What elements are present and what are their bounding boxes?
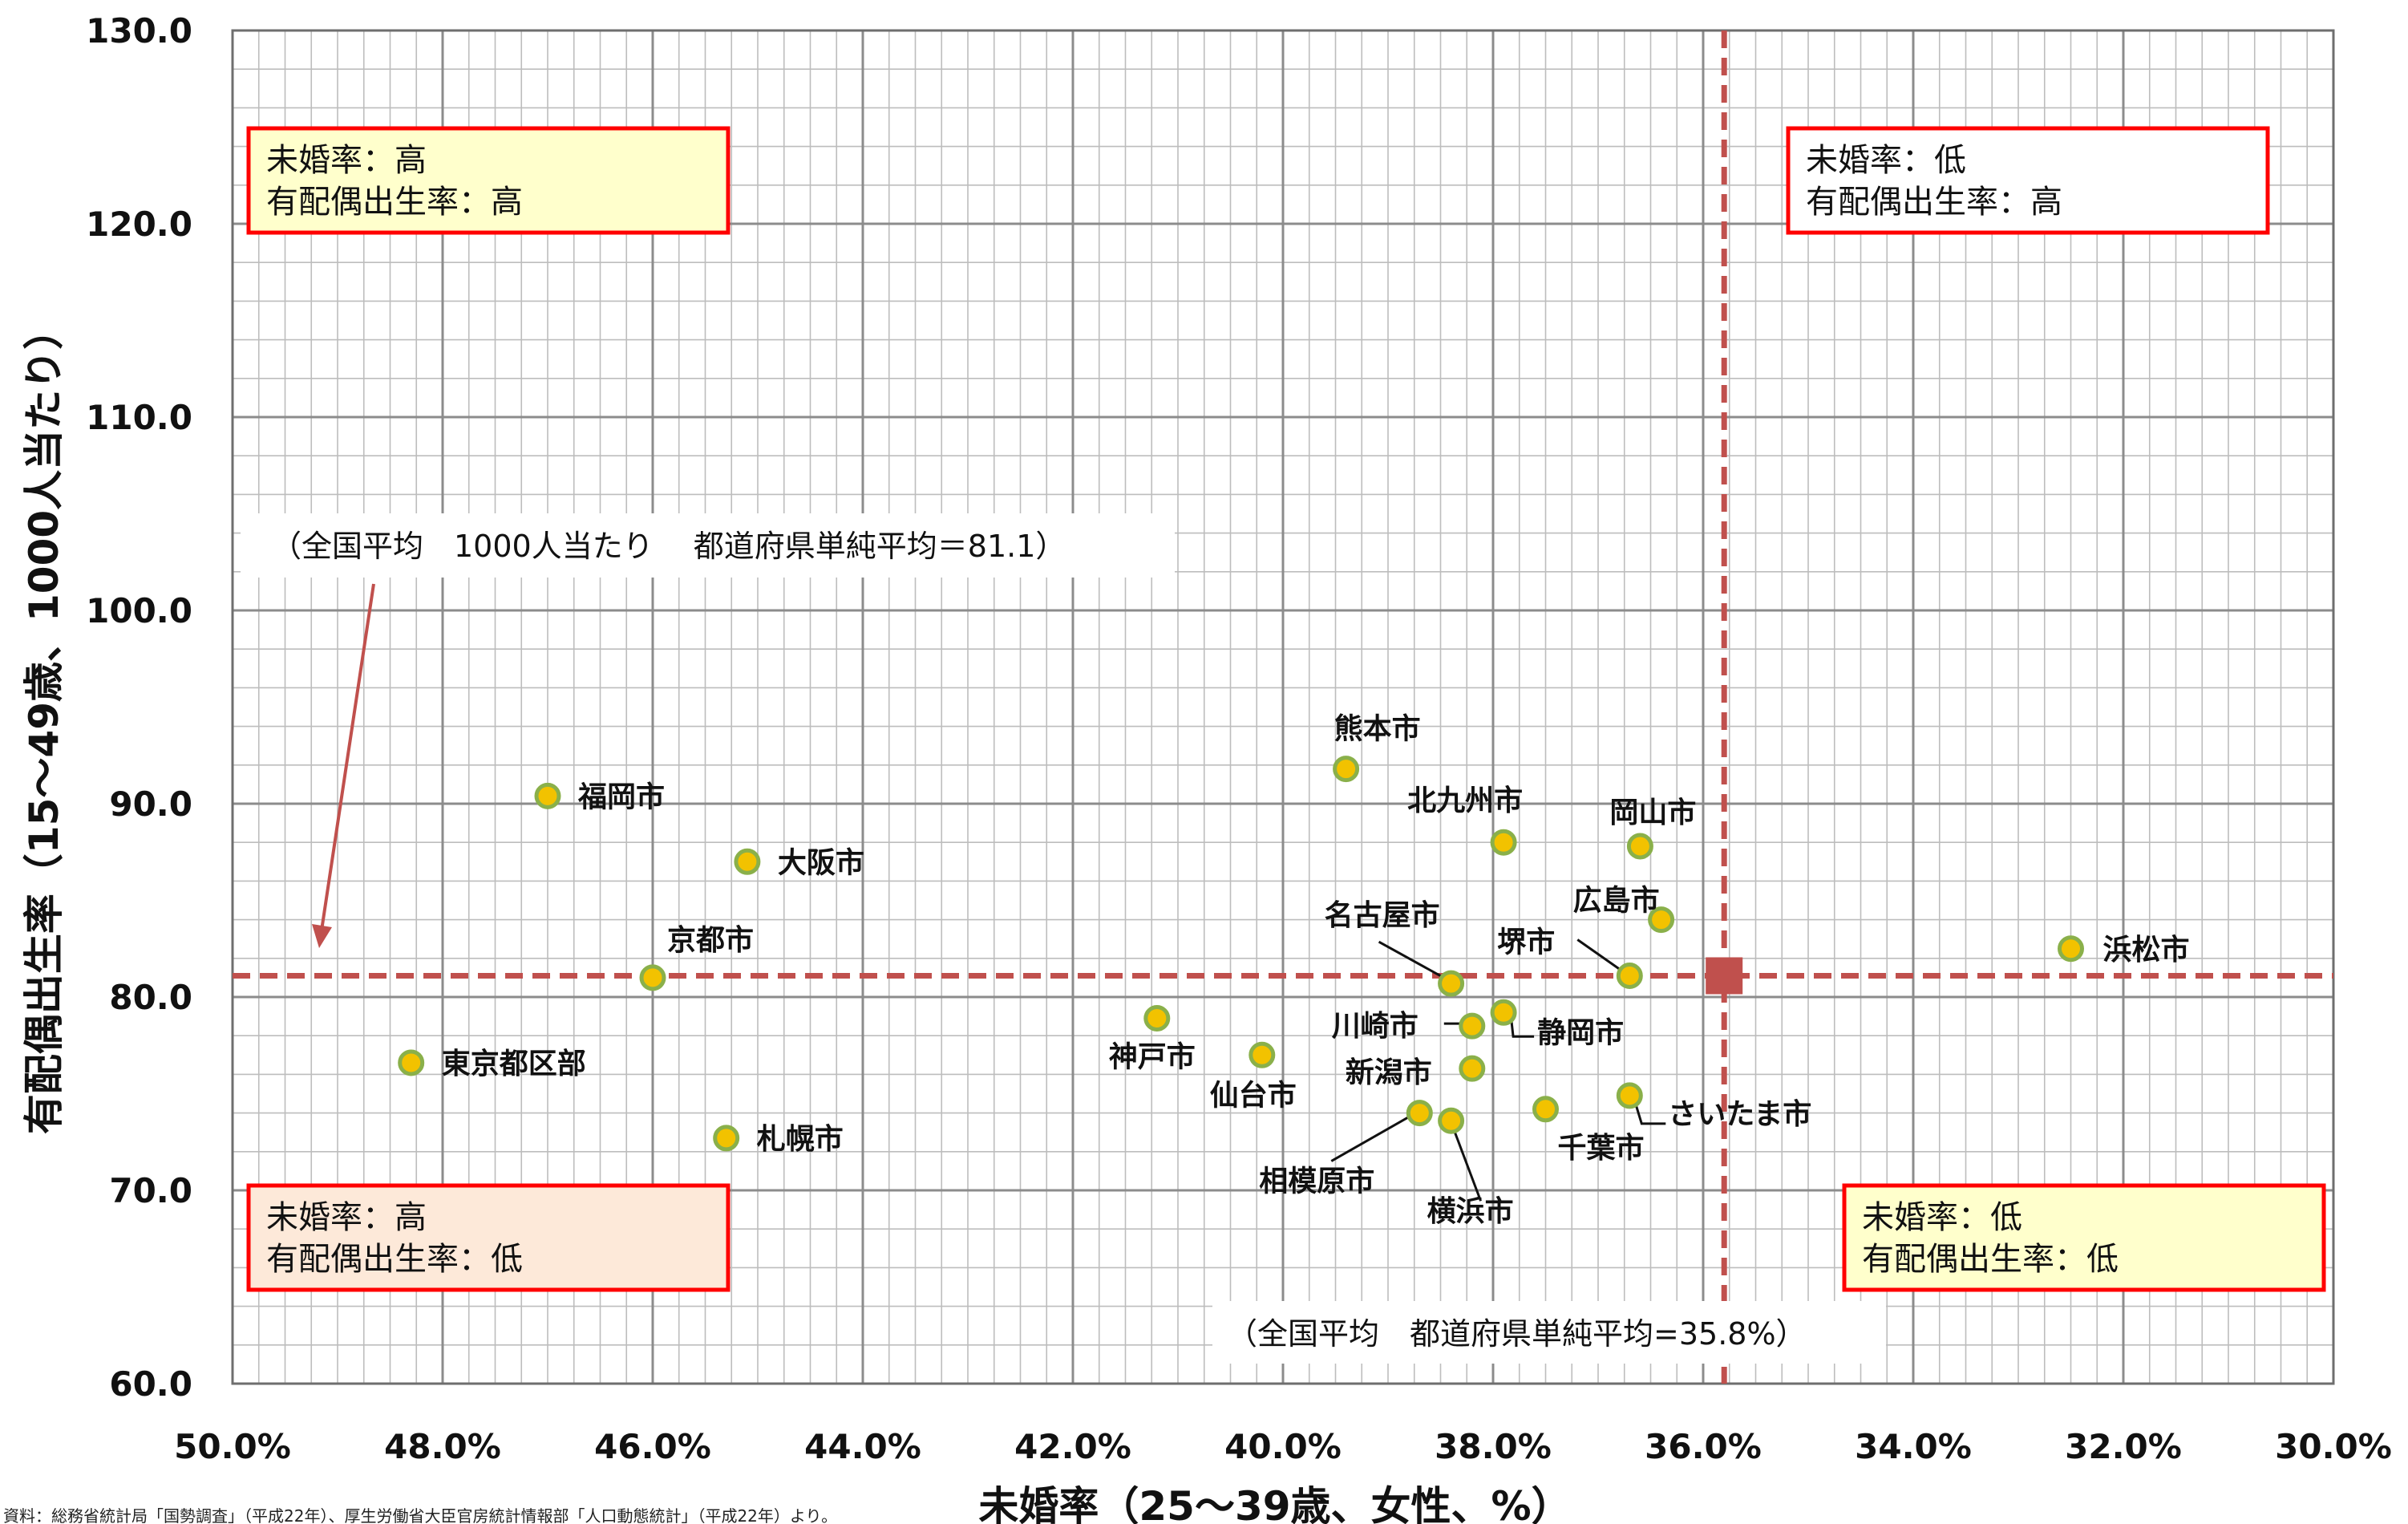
quadrant-text: 未婚率：低 [1806,142,1966,179]
quadrant-text: 有配偶出生率：高 [266,184,523,221]
leader-line [1576,938,1625,973]
leader-line [1330,1114,1413,1162]
data-point [1616,1082,1643,1109]
source-note: 資料：総務省統計局「国勢調査」（平成22年）、厚生労働省大臣官房統計情報部「人口… [3,1506,837,1524]
data-label: 浜松市 [2103,934,2190,967]
data-point [1490,829,1517,856]
data-label: 広島市 [1573,885,1660,918]
y-tick-label: 110.0 [86,398,192,437]
y-tick-label: 70.0 [109,1171,192,1210]
leader-line [1634,1104,1666,1125]
x-tick-label: 34.0% [1855,1427,1972,1466]
leader-line [1454,1132,1483,1202]
data-point [639,964,666,991]
x-tick-label: 50.0% [174,1427,291,1466]
quadrant-text: 有配偶出生率：低 [1862,1241,2119,1278]
data-label: 千葉市 [1558,1132,1645,1165]
quadrant-text: 未婚率：低 [1862,1199,2022,1236]
y-tick-label: 80.0 [109,978,192,1017]
data-point [1406,1100,1433,1127]
y-tick-label: 100.0 [86,591,192,630]
data-label: 堺市 [1497,926,1555,959]
x-tick-label: 40.0% [1224,1427,1342,1466]
y-tick-label: 120.0 [86,205,192,244]
plot-area-frame [231,29,2335,1385]
data-label: 相模原市 [1259,1165,1374,1198]
quadrant-box-bottom-right [1842,1183,2326,1292]
data-point [1249,1041,1276,1068]
quadrant-box-top-left [246,126,730,235]
y-tick-label: 90.0 [109,784,192,824]
x-tick-label: 36.0% [1645,1427,1762,1466]
data-label: 新潟市 [1346,1056,1432,1089]
x-tick-label: 42.0% [1014,1427,1131,1466]
data-point [2058,935,2084,963]
y-average-note: （全国平均 1000人当たり 都道府県単純平均＝81.1） [271,529,1066,564]
y-tick-labels: 60.0 70.0 80.0 90.0 100.0 110.0 120.0 130.0 [86,11,192,1404]
data-label: 熊本市 [1334,713,1421,746]
quadrant-text: 未婚率：高 [266,1199,427,1236]
x-tick-label: 44.0% [804,1427,921,1466]
data-point [1438,1107,1465,1134]
y-tick-label: 60.0 [109,1364,192,1404]
data-label: 福岡市 [577,780,665,813]
data-point [1616,962,1643,989]
leader-line [1510,1022,1535,1038]
x-average-note: （全国平均 都道府県単純平均=35.8%） [1227,1316,1807,1352]
data-label: 名古屋市 [1325,899,1440,932]
x-average-note-background [1212,1301,1886,1364]
data-label: 静岡市 [1537,1016,1624,1049]
data-point [1532,1096,1559,1123]
average-point-marker [1706,957,1743,995]
data-label: 東京都区部 [442,1047,586,1080]
label-leader-lines [1330,938,1666,1202]
data-label: 札幌市 [757,1123,844,1156]
x-tick-label: 30.0% [2275,1427,2392,1466]
data-point [398,1049,425,1076]
data-point [1143,1005,1171,1032]
data-point [1648,906,1675,934]
data-points [398,756,2084,1152]
data-point [734,848,761,875]
data-label: 大阪市 [778,846,864,879]
x-tick-label: 32.0% [2065,1427,2182,1466]
data-label: 神戸市 [1109,1041,1196,1074]
quadrant-box-bottom-left [246,1183,730,1292]
data-label: 京都市 [667,923,754,957]
data-label: 川崎市 [1332,1010,1418,1043]
quadrant-box-top-right [1786,126,2270,235]
quadrant-text: 未婚率：高 [266,142,427,179]
x-tick-label: 46.0% [594,1427,711,1466]
note-arrow-line [320,583,375,931]
data-point [1626,833,1653,860]
y-average-note-background [241,513,1175,578]
data-label: 岡山市 [1609,796,1696,829]
quadrant-text: 有配偶出生率：高 [1806,184,2062,221]
leader-line [1378,940,1448,981]
data-point [1459,1055,1486,1082]
x-tick-label: 38.0% [1435,1427,1552,1466]
x-tick-label: 48.0% [384,1427,501,1466]
data-label: 北九州市 [1407,784,1523,817]
reference-lines [233,30,2333,1384]
data-point [713,1125,740,1152]
data-point [1333,756,1360,783]
data-point [1438,970,1465,997]
quadrant-text: 有配偶出生率：低 [266,1241,523,1278]
data-point [1459,1012,1486,1040]
y-axis-title: 有配偶出生率（15～49歳、1000人当たり） [21,310,67,1134]
data-label: 横浜市 [1427,1195,1514,1228]
data-label: さいたま市 [1668,1098,1811,1131]
quadrant-boxes: 未婚率：高有配偶出生率：高未婚率：低有配偶出生率：高未婚率：高有配偶出生率：低未… [246,126,2326,1292]
x-tick-labels: 50.0% 48.0% 46.0% 44.0% 42.0% 40.0% 38.0% 36.0%… [174,1427,2392,1466]
y-tick-label: 130.0 [86,11,192,51]
data-point [534,782,561,809]
x-axis-title: 未婚率（25～39歳、女性、%） [978,1483,1571,1524]
note-arrow-head [312,924,332,948]
data-label: 仙台市 [1210,1079,1297,1112]
data-point [1490,999,1517,1026]
